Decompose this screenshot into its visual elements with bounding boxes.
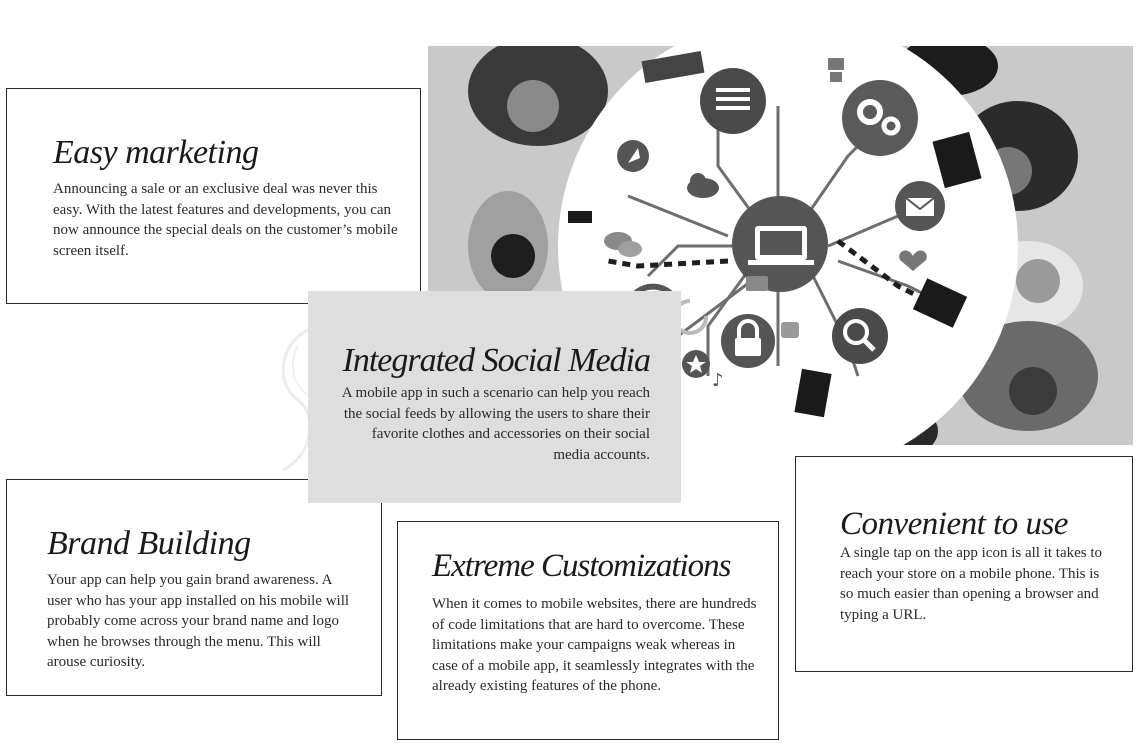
card-title: Convenient to use xyxy=(840,506,1068,542)
mail-icon xyxy=(895,181,945,231)
card-body: A mobile app in such a scenario can help… xyxy=(341,385,650,463)
decorative-watermark xyxy=(281,328,312,472)
card-title: Extreme Customizations xyxy=(432,548,732,584)
card-title: Easy marketing xyxy=(53,134,259,171)
laptop-icon xyxy=(732,196,828,292)
feature-card-social-media: Integrated Social Media A mobile app in … xyxy=(308,291,681,503)
hero-image: ♪ xyxy=(428,46,1133,445)
thumbs-up-icon xyxy=(781,322,799,338)
document-icon xyxy=(700,68,766,134)
chat-icon xyxy=(604,232,642,257)
feature-card-customizations: Extreme Customizations When it comes to … xyxy=(397,521,779,740)
search-icon xyxy=(832,308,888,364)
card-title: Integrated Social Media xyxy=(342,342,651,379)
devices xyxy=(568,50,982,418)
feature-card-convenient: Convenient to use A single tap on the ap… xyxy=(795,456,1133,672)
card-body: A single tap on the app icon is all it t… xyxy=(840,545,1103,623)
gears-icon xyxy=(842,80,918,156)
card-body: Your app can help you gain brand awarene… xyxy=(47,572,350,670)
star-icon xyxy=(682,350,710,378)
feature-card-easy-marketing: Easy marketing Announcing a sale or an e… xyxy=(6,88,421,304)
card-body: Announcing a sale or an exclusive deal w… xyxy=(53,181,398,259)
music-icon: ♪ xyxy=(712,370,724,391)
heart-icon xyxy=(899,250,927,271)
card-title: Brand Building xyxy=(47,525,251,562)
feature-card-brand-building: Brand Building Your app can help you gai… xyxy=(6,479,382,696)
card-body: When it comes to mobile websites, there … xyxy=(432,596,757,694)
rocket-icon xyxy=(617,140,649,172)
robot-icon xyxy=(828,58,844,82)
lock-icon xyxy=(721,314,775,368)
camera-icon xyxy=(746,276,768,291)
cloud-icon xyxy=(687,173,719,198)
